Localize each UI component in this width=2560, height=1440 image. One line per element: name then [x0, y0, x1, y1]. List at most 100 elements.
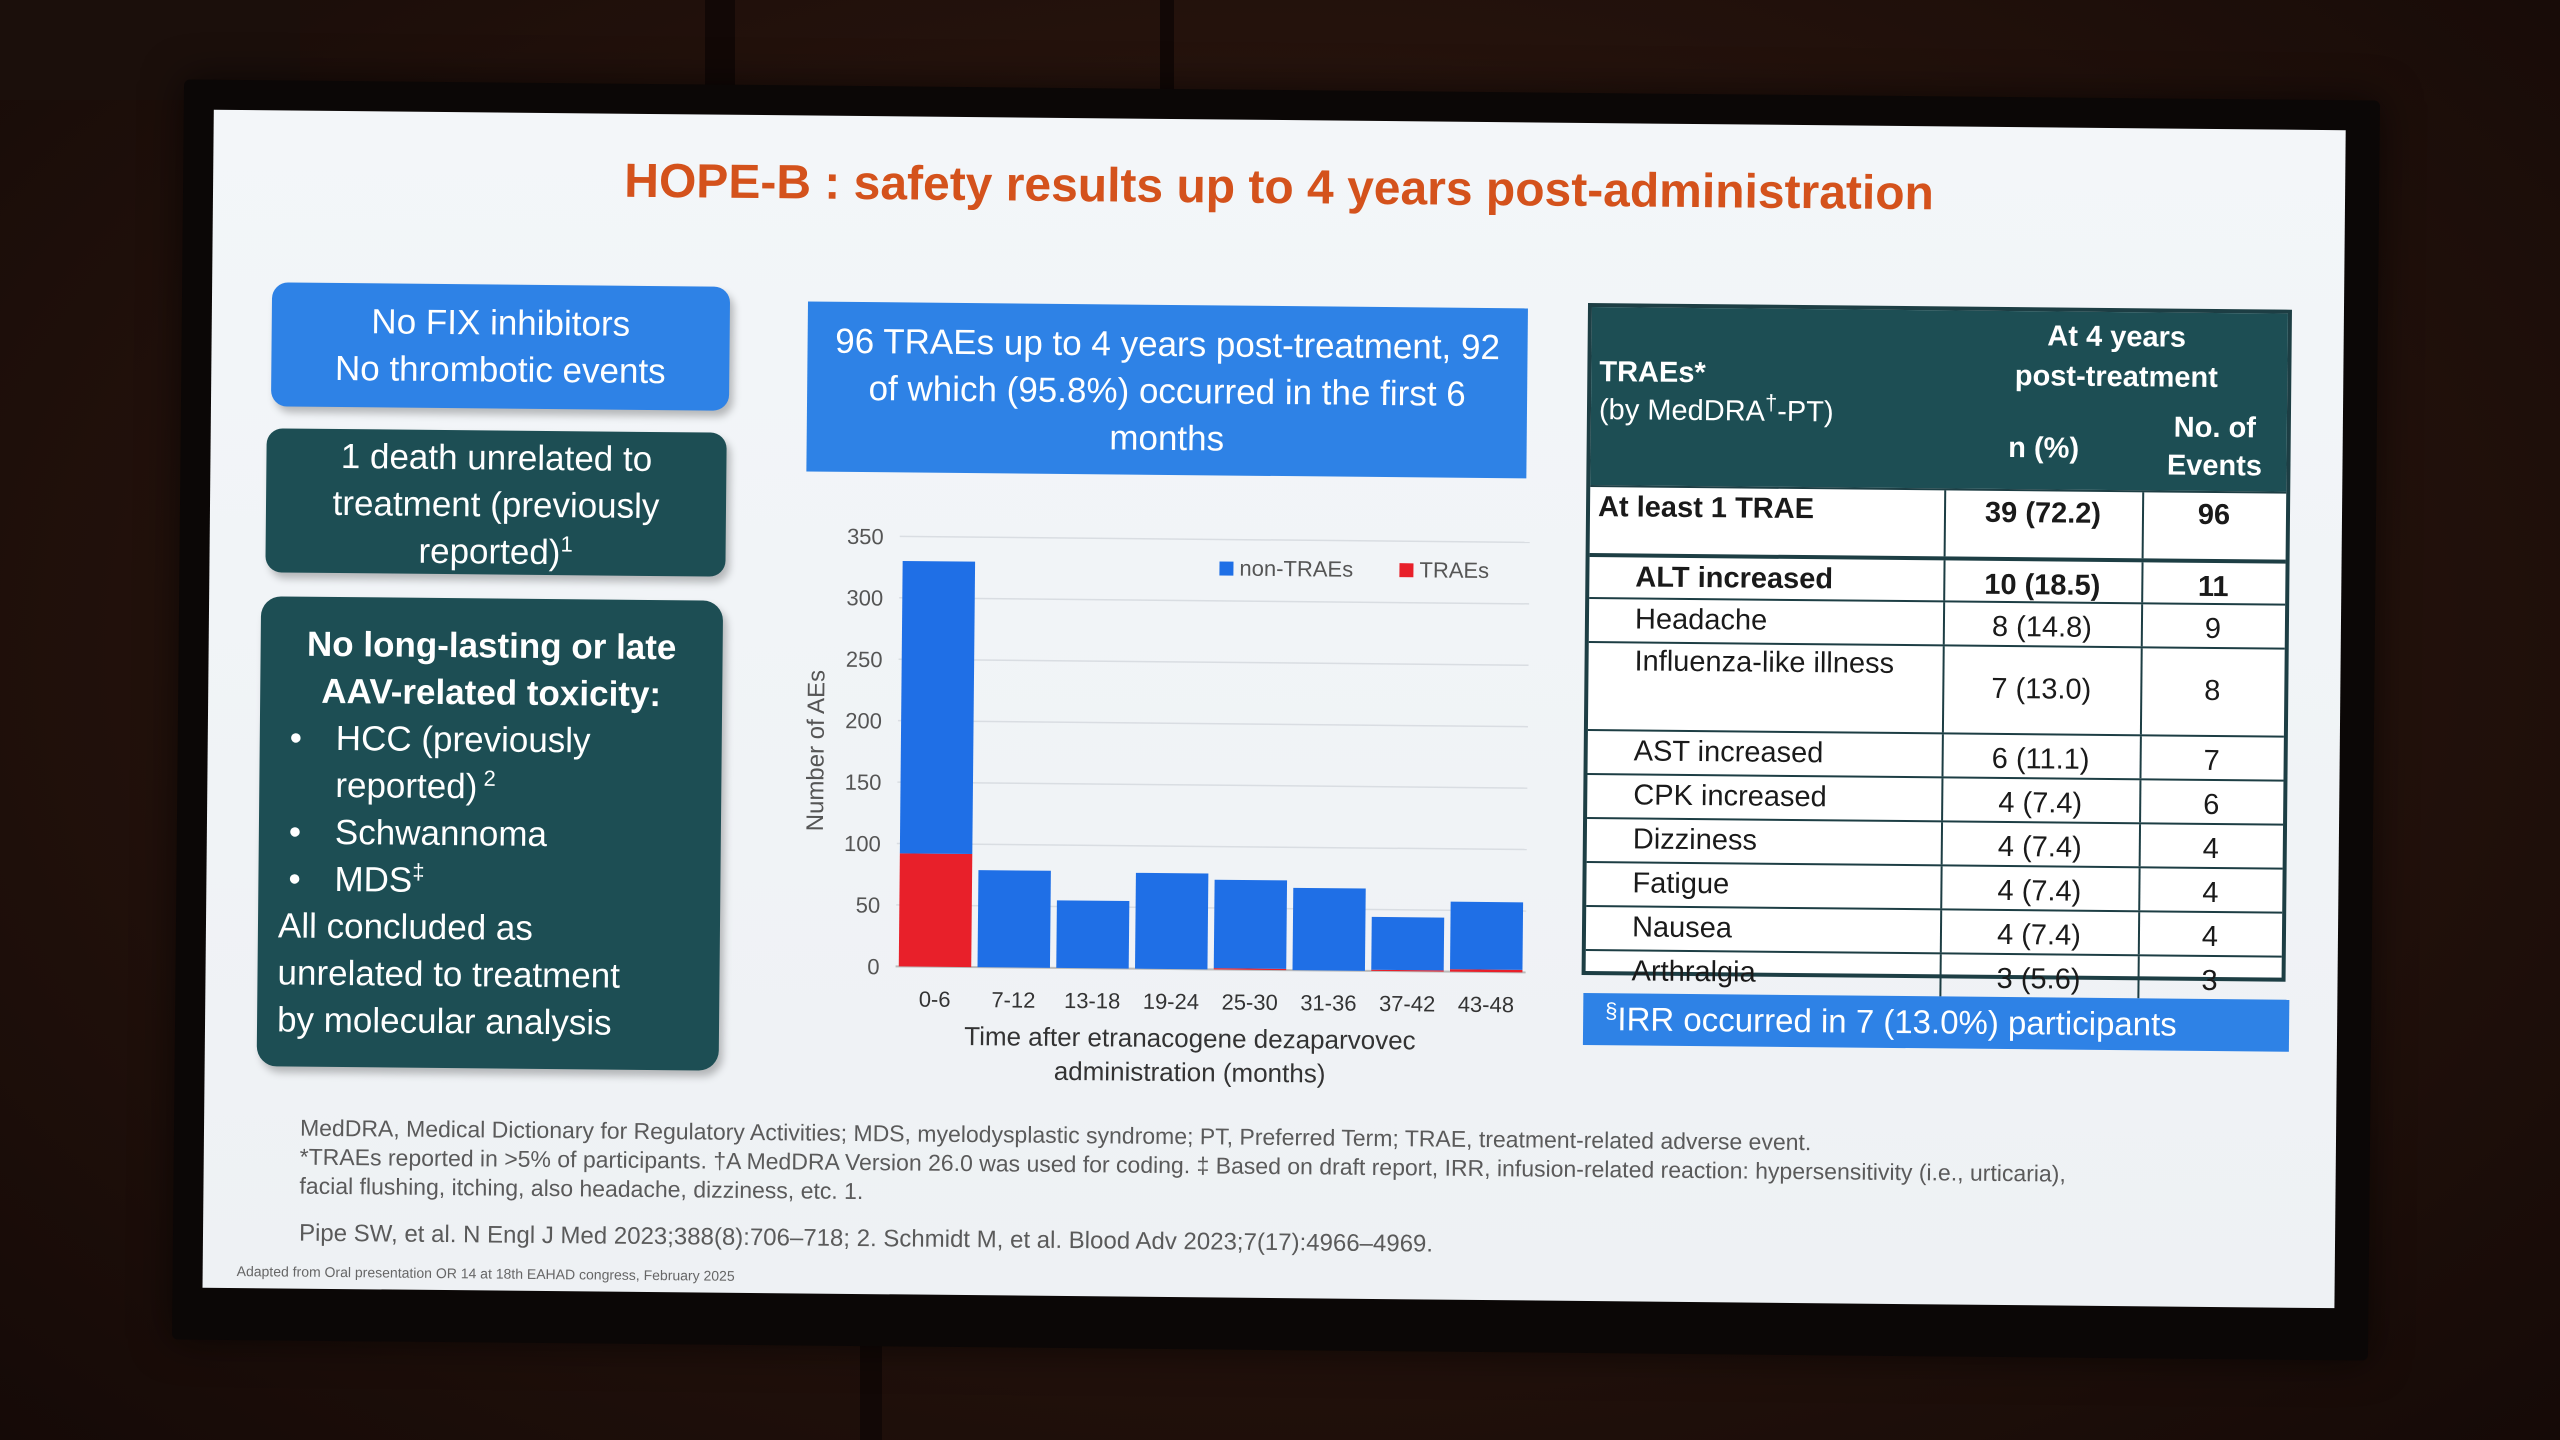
- cell-label: Headache: [1588, 599, 1946, 645]
- footnote-line: facial flushing, itching, also headache,…: [299, 1172, 864, 1205]
- toxicity-heading: No long-lasting or late: [306, 624, 677, 668]
- gridline: [899, 535, 1530, 544]
- item-text: reported): [335, 765, 478, 807]
- x-axis-label: administration (months): [1054, 1056, 1326, 1089]
- legend-label-non-traes: non-TRAEs: [1239, 556, 1353, 582]
- cell-label-text: Nausea: [1631, 911, 1733, 945]
- box-line: 1 death unrelated to: [340, 437, 653, 479]
- slide-title: HOPE-B : safety results up to 4 years po…: [624, 154, 1935, 221]
- y-tick-label: 0: [867, 954, 879, 979]
- cell-events-text: 8: [2204, 674, 2221, 708]
- y-tick-label: 300: [846, 585, 883, 610]
- cell-label-text: Fatigue: [1632, 867, 1730, 901]
- toxicity-closing: All concluded as: [277, 906, 534, 948]
- cell-label-text: Arthralgia: [1631, 955, 1756, 989]
- x-tick-label: 0-6: [919, 987, 951, 1012]
- list-item: MDS‡: [284, 855, 700, 906]
- cell-events-text: 96: [2197, 498, 2231, 532]
- cell-label: Arthralgia: [1585, 950, 1942, 997]
- cell-label: Fatigue: [1586, 862, 1943, 909]
- trae-table: TRAEs* (by MedDRA†-PT) At 4 years post-t…: [1581, 302, 2292, 1000]
- bar-non-traes: [1371, 916, 1445, 971]
- header-events: Events: [2166, 449, 2263, 483]
- irr-note: §IRR occurred in 7 (13.0%) participants: [1582, 992, 2290, 1052]
- toxicity-closing: unrelated to treatment: [277, 953, 621, 996]
- cell-events-text: 6: [2202, 788, 2220, 822]
- cell-n-text: 6 (11.1): [1991, 742, 2090, 776]
- cell-events-text: 4: [2201, 920, 2219, 954]
- cell-events-text: 9: [2204, 612, 2222, 646]
- legend-swatch-traes: [1399, 563, 1414, 578]
- x-axis-label: Time after etranacogene dezaparvovec: [964, 1021, 1416, 1055]
- cell-events-text: 7: [2203, 744, 2220, 778]
- cell-label-text: Influenza-like illness: [1634, 645, 1895, 680]
- item-text: MDS: [334, 859, 413, 900]
- y-tick-label: 200: [845, 708, 882, 733]
- header-n: n (%): [2008, 432, 2080, 465]
- gridline: [899, 597, 1530, 605]
- ceiling-pole-right: [1160, 0, 1174, 100]
- stand-left: [860, 1330, 882, 1440]
- footnote-ref: §: [1605, 998, 1618, 1024]
- bar-traes: [1213, 968, 1287, 971]
- gridline: [898, 658, 1529, 667]
- item-text: Schwannoma: [334, 812, 548, 855]
- legend-swatch-non-traes: [1219, 561, 1234, 576]
- cell-n: 8 (14.8): [1942, 602, 2144, 647]
- cell-n: 39 (72.2): [1943, 490, 2145, 559]
- presentation-slide: HOPE-B : safety results up to 4 years po…: [202, 109, 2346, 1309]
- cell-n: 3 (5.6): [1939, 954, 2140, 999]
- y-axis-label: Number of AEs: [802, 670, 831, 832]
- table-row: Headache 8 (14.8) 9: [1588, 597, 2286, 648]
- bar-traes: [1449, 969, 1523, 973]
- bar-traes: [898, 853, 973, 968]
- table-header: TRAEs* (by MedDRA†-PT) At 4 years post-t…: [1590, 307, 2288, 492]
- table-row: Influenza-like illness 7 (13.0) 8: [1587, 640, 2285, 736]
- callout-line: months: [1109, 418, 1225, 459]
- cell-label: At least 1 TRAE: [1589, 487, 1947, 557]
- gridline: [896, 842, 1527, 851]
- x-tick-label: 13-18: [1064, 988, 1121, 1014]
- header-text: (by MedDRA: [1598, 394, 1766, 428]
- cell-events-text: 4: [2202, 832, 2220, 866]
- table-row: ALT increased 10 (18.5) 11: [1589, 553, 2286, 604]
- bar-non-traes: [1450, 901, 1524, 970]
- table-row: Nausea 4 (7.4) 4: [1585, 904, 2283, 956]
- box-line: treatment (previously: [332, 483, 660, 527]
- cell-label-text: CPK increased: [1633, 779, 1827, 814]
- box-line: No FIX inhibitors: [371, 302, 631, 344]
- footnote-ref: 2: [477, 765, 496, 791]
- cell-events: 7: [2139, 736, 2283, 779]
- cell-n-text: 7 (13.0): [1991, 672, 2092, 706]
- legend-label-traes: TRAEs: [1419, 557, 1489, 583]
- x-tick-label: 7-12: [991, 987, 1035, 1012]
- toxicity-heading: AAV-related toxicity:: [321, 671, 662, 715]
- cell-label-text: AST increased: [1633, 735, 1824, 770]
- cell-n: 6 (11.1): [1941, 734, 2142, 779]
- header-events: No. of: [2173, 411, 2257, 445]
- cell-n-text: 4 (7.4): [1998, 786, 2083, 820]
- cell-n-text: 4 (7.4): [1997, 874, 2082, 908]
- toxicity-closing: by molecular analysis: [276, 1000, 612, 1043]
- cell-label: AST increased: [1587, 730, 1944, 777]
- bar-non-traes: [1056, 900, 1130, 969]
- ceiling-pole-left: [705, 0, 735, 100]
- callout-line: 96 TRAEs up to 4 years post-treatment, 9…: [835, 321, 1501, 368]
- header-group: At 4 years: [2047, 320, 2187, 354]
- x-tick-label: 25-30: [1221, 989, 1278, 1015]
- cell-n-text: 4 (7.4): [1997, 830, 2082, 864]
- cell-label: Influenza-like illness: [1587, 642, 1945, 733]
- x-tick-label: 37-42: [1379, 991, 1436, 1017]
- footnote-ref: 1: [560, 531, 573, 557]
- header-traes: TRAEs*: [1599, 356, 1706, 390]
- cell-n-text: 39 (72.2): [1984, 496, 2102, 530]
- cell-events: 4: [2138, 868, 2282, 911]
- box-line: No thrombotic events: [334, 348, 666, 392]
- monitor: HOPE-B : safety results up to 4 years po…: [172, 79, 2380, 1361]
- y-tick-label: 100: [844, 831, 881, 856]
- cell-events: 4: [2139, 824, 2283, 867]
- cell-n: 4 (7.4): [1939, 910, 2141, 955]
- header-group: post-treatment: [2014, 360, 2218, 395]
- list-item: Schwannoma: [285, 808, 701, 859]
